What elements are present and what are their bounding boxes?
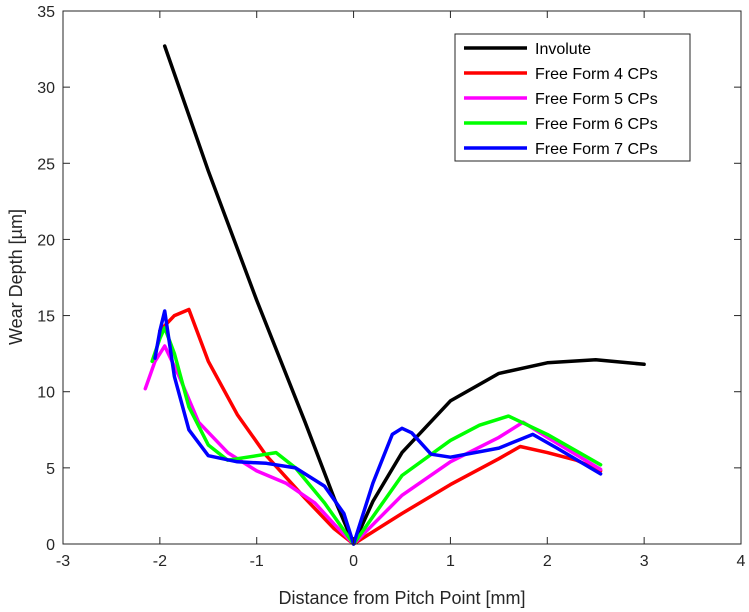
y-tick-label: 25	[37, 156, 55, 173]
plot-area-border	[62, 10, 742, 545]
series-line-involute	[162, 44, 646, 546]
x-tick-label: 4	[737, 553, 746, 570]
series-line-free-form-7-cps	[153, 309, 603, 546]
x-axis-label: Distance from Pitch Point [mm]	[278, 588, 525, 608]
y-axis-label: Wear Depth [µm]	[6, 209, 26, 345]
y-tick-label: 30	[37, 80, 55, 97]
legend-label-free-form-7-cps: Free Form 7 CPs	[535, 141, 658, 158]
series-line-free-form-6-cps	[150, 326, 603, 546]
legend: Involute Free Form 4 CPs Free Form 5 CPs Fr…	[454, 33, 691, 162]
y-tick-label: 0	[46, 537, 55, 554]
y-tick-label: 5	[46, 461, 55, 478]
x-tick-label: -3	[56, 553, 70, 570]
x-tick-label: -2	[153, 553, 167, 570]
x-tick-label: 0	[349, 553, 358, 570]
legend-label-free-form-5-cps: Free Form 5 CPs	[535, 91, 658, 108]
tick-layer: -3 -2 -1 0 1 2 3 4 0 5 10 15 20 25 30 35	[37, 4, 745, 570]
y-tick-label: 10	[37, 385, 55, 402]
x-tick-label: 2	[543, 553, 552, 570]
legend-label-free-form-4-cps: Free Form 4 CPs	[535, 66, 658, 83]
legend-label-free-form-6-cps: Free Form 6 CPs	[535, 116, 658, 133]
y-tick-label: 15	[37, 309, 55, 326]
y-tick-label: 20	[37, 232, 55, 249]
legend-label-involute: Involute	[535, 41, 591, 58]
x-tick-label: 1	[446, 553, 455, 570]
x-tick-label: -1	[250, 553, 264, 570]
y-tick-label: 35	[37, 4, 55, 21]
x-tick-label: 3	[640, 553, 649, 570]
series-layer	[143, 44, 646, 546]
